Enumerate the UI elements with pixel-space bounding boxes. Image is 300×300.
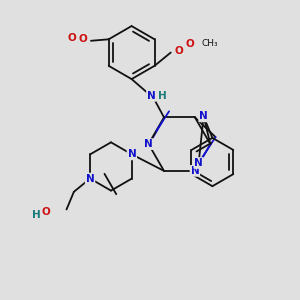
- Text: N: N: [128, 149, 136, 159]
- Text: N: N: [190, 166, 199, 176]
- Text: O: O: [41, 207, 50, 218]
- Text: O: O: [185, 39, 194, 49]
- Text: N: N: [199, 111, 208, 122]
- Text: O: O: [175, 46, 183, 56]
- Text: N: N: [86, 173, 94, 184]
- Text: CH₃: CH₃: [202, 39, 218, 48]
- Text: H: H: [32, 210, 40, 220]
- Text: N: N: [194, 158, 203, 168]
- Text: N: N: [147, 91, 156, 101]
- Text: O: O: [68, 33, 76, 43]
- Text: O: O: [78, 34, 87, 44]
- Text: N: N: [144, 139, 153, 149]
- Text: H: H: [158, 91, 166, 101]
